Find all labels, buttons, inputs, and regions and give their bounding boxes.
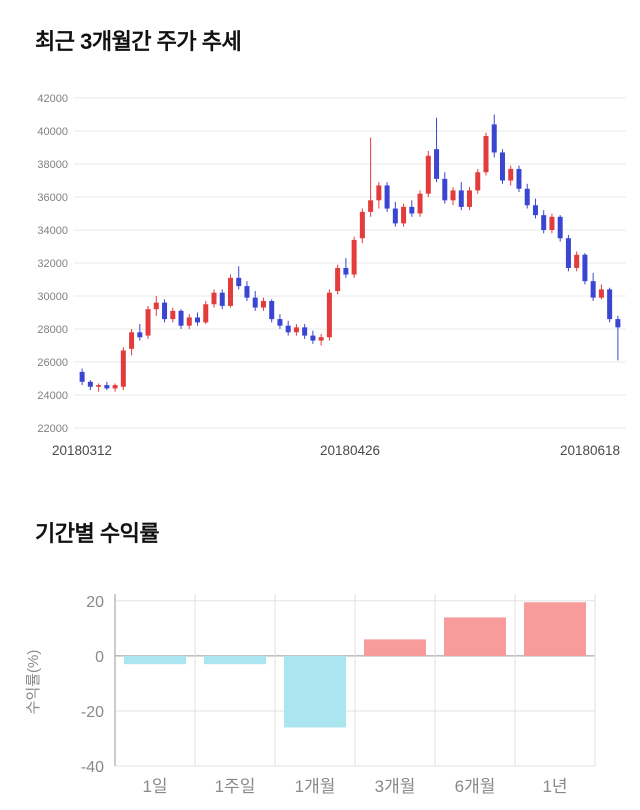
svg-text:40000: 40000 xyxy=(37,126,68,138)
svg-text:20180426: 20180426 xyxy=(320,443,380,458)
svg-text:20180312: 20180312 xyxy=(52,443,112,458)
svg-text:1주일: 1주일 xyxy=(215,777,256,796)
svg-text:6개월: 6개월 xyxy=(455,777,496,796)
returns-chart-title: 기간별 수익률 xyxy=(35,521,160,546)
price-candlestick-chart: 22000 24000 26000 28000 30000 32000 34000 36000… xyxy=(37,93,626,458)
svg-text:-40: -40 xyxy=(81,759,104,776)
svg-text:30000: 30000 xyxy=(37,291,68,303)
svg-text:1일: 1일 xyxy=(142,777,167,796)
svg-text:20180618: 20180618 xyxy=(560,443,620,458)
svg-text:0: 0 xyxy=(95,649,104,666)
svg-text:32000: 32000 xyxy=(37,258,68,270)
svg-text:34000: 34000 xyxy=(37,225,68,237)
price-chart-title: 최근 3개월간 주가 추세 xyxy=(35,29,242,54)
returns-bar-chart: 20 0 -20 -40 1일 1주일 1개월 3개월 6개월 1년 수익률(%) xyxy=(25,594,596,796)
svg-text:22000: 22000 xyxy=(37,423,68,435)
svg-text:수익률(%): 수익률(%) xyxy=(25,650,42,715)
svg-text:1개월: 1개월 xyxy=(295,777,336,796)
svg-text:20: 20 xyxy=(86,594,104,611)
svg-text:-20: -20 xyxy=(81,704,104,721)
svg-text:3개월: 3개월 xyxy=(375,777,416,796)
svg-text:36000: 36000 xyxy=(37,192,68,204)
svg-text:24000: 24000 xyxy=(37,390,68,402)
svg-text:38000: 38000 xyxy=(37,159,68,171)
svg-text:28000: 28000 xyxy=(37,324,68,336)
svg-text:26000: 26000 xyxy=(37,357,68,369)
svg-text:1년: 1년 xyxy=(542,777,567,796)
svg-text:42000: 42000 xyxy=(37,93,68,105)
